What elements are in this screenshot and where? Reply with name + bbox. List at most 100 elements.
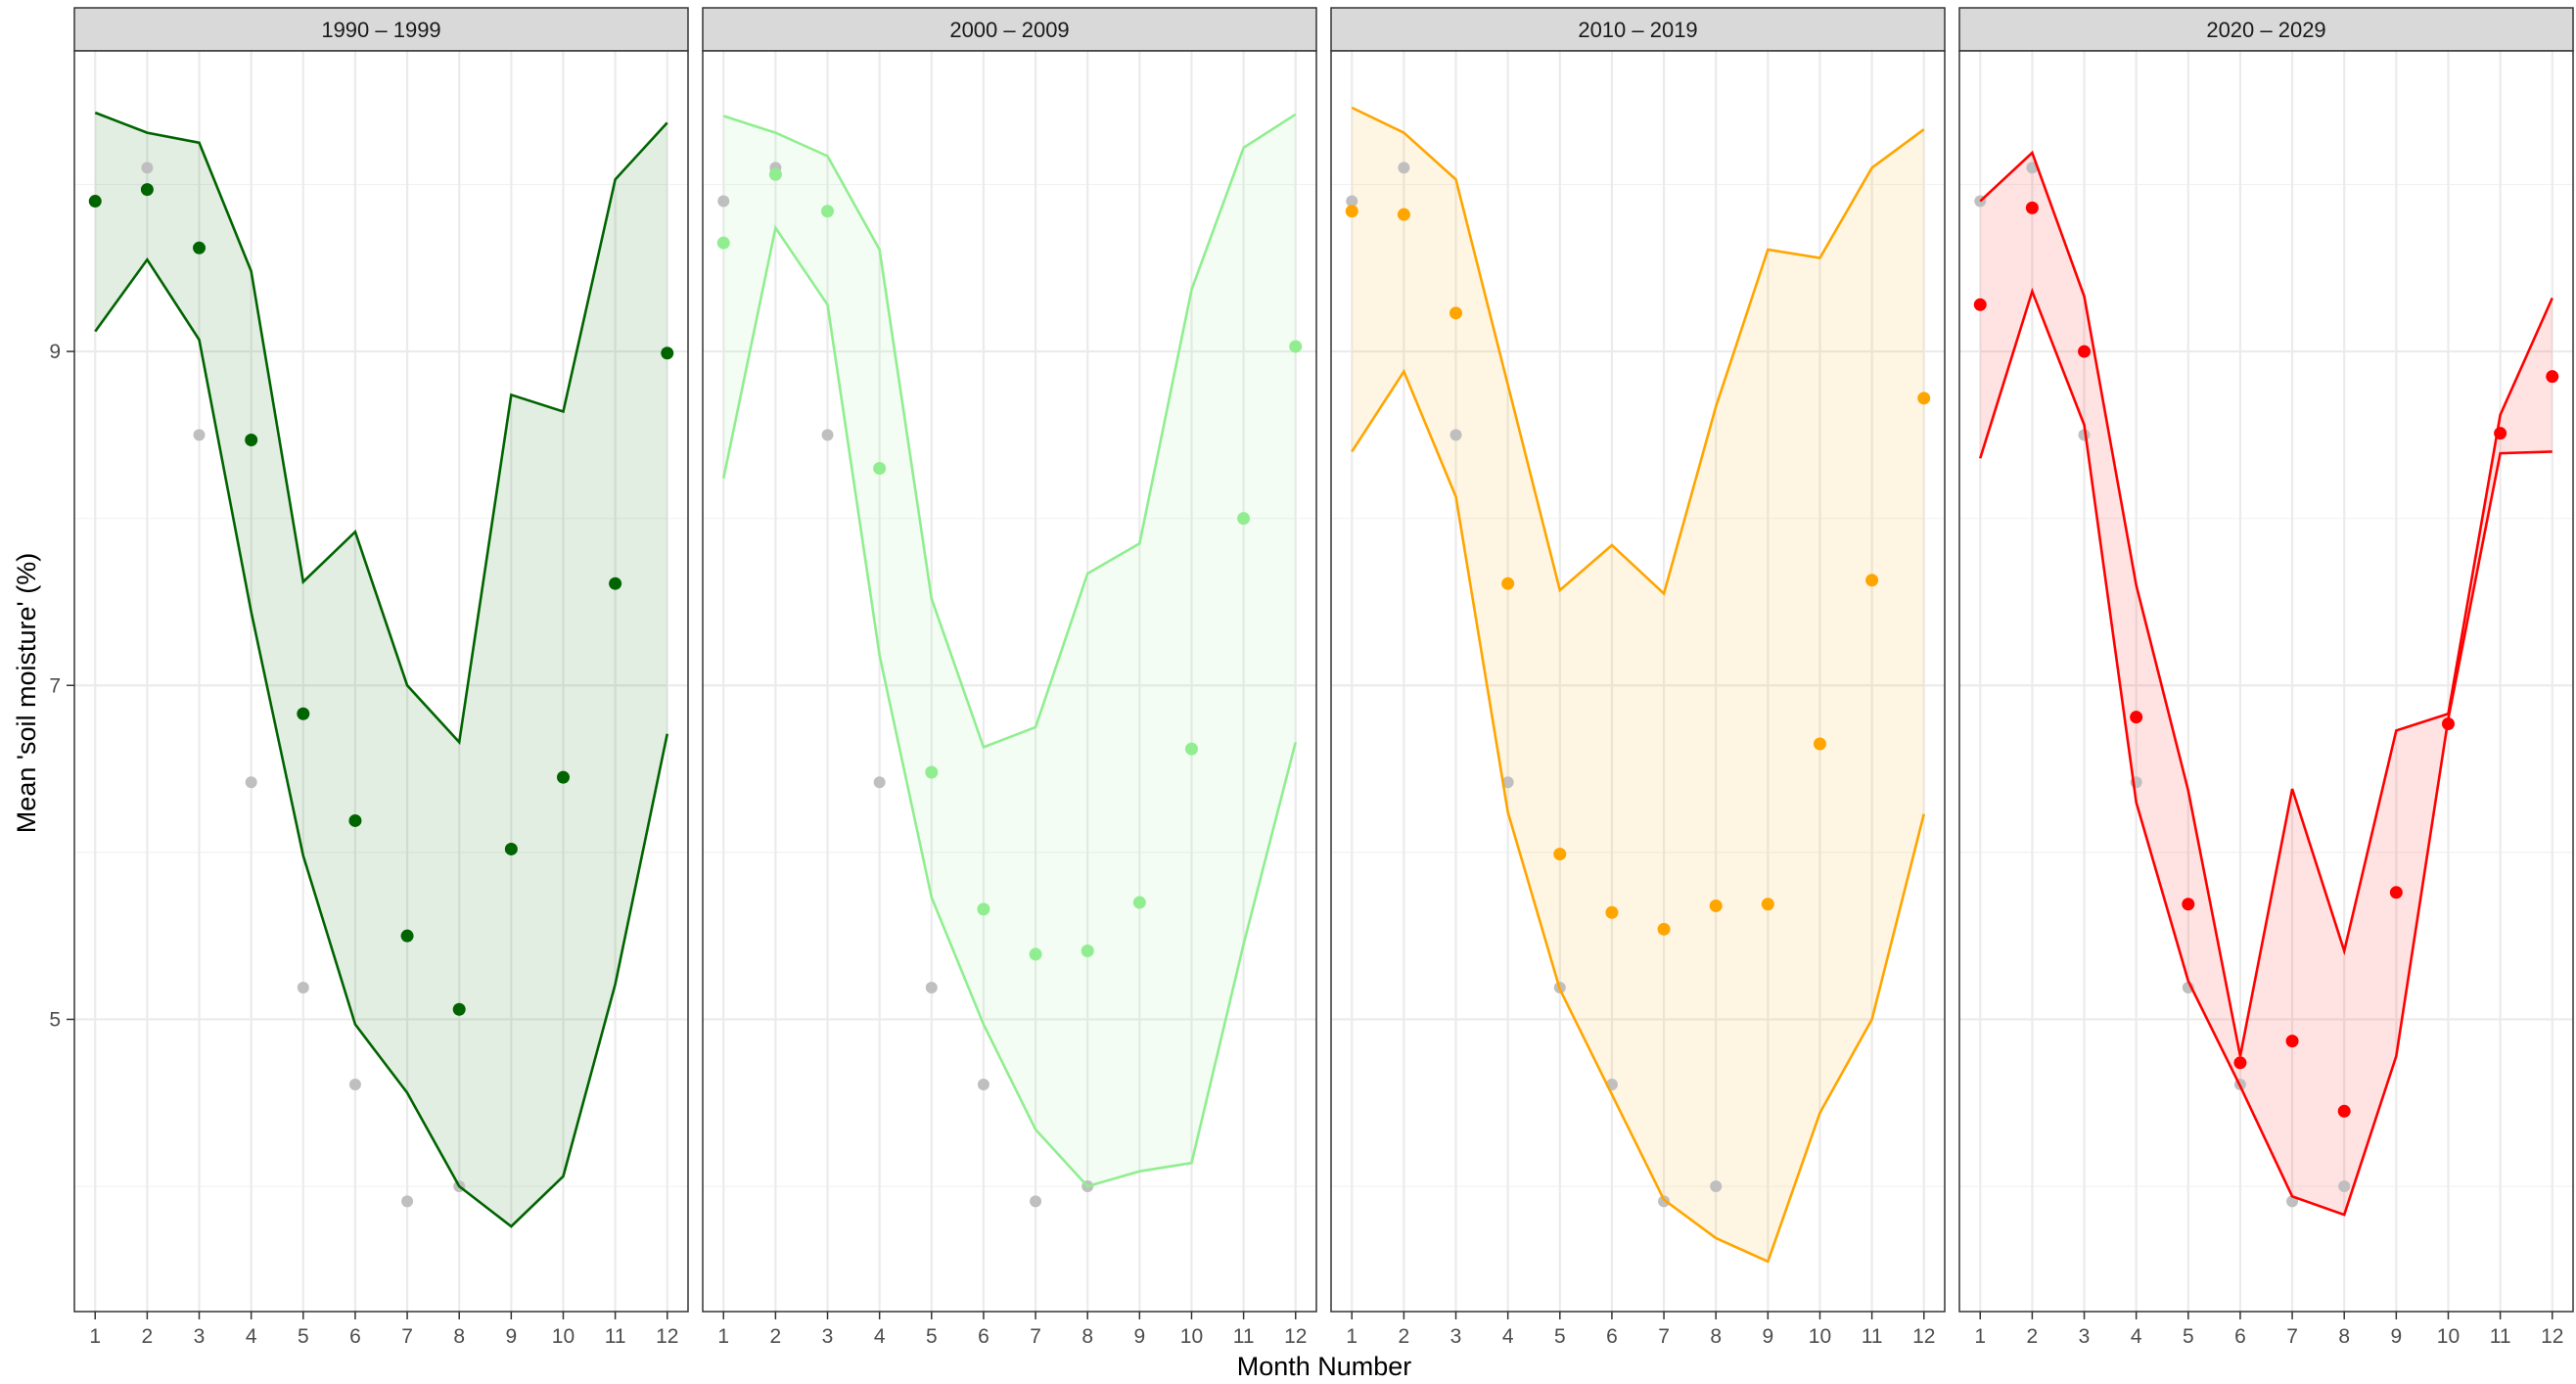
reference-point	[1030, 1195, 1042, 1208]
x-tick-label: 4	[246, 1325, 257, 1348]
x-tick-label: 9	[2390, 1325, 2402, 1348]
mean-point	[873, 461, 887, 475]
x-tick-label: 12	[1284, 1325, 1307, 1348]
mean-point	[140, 183, 154, 197]
x-tick-label: 10	[2437, 1325, 2460, 1348]
mean-point	[1132, 896, 1146, 909]
panel-background	[703, 51, 1316, 1312]
x-tick-label: 2	[142, 1325, 154, 1348]
confidence-band	[1980, 153, 2553, 1216]
x-tick-label: 6	[349, 1325, 361, 1348]
mean-point	[1289, 340, 1303, 353]
x-tick-label: 8	[1081, 1325, 1093, 1348]
reference-point	[925, 982, 938, 994]
x-tick-label: 8	[1710, 1325, 1722, 1348]
mean-point	[2494, 427, 2507, 440]
x-tick-label: 11	[605, 1325, 626, 1348]
x-tick-label: 3	[2079, 1325, 2091, 1348]
mean-point	[1397, 208, 1410, 221]
x-tick-label: 12	[2541, 1325, 2563, 1348]
x-tick-label: 8	[453, 1325, 465, 1348]
x-tick-label: 1	[89, 1325, 101, 1348]
mean-point	[1813, 737, 1826, 751]
x-tick-label: 11	[1233, 1325, 1255, 1348]
lower-bound-line	[94, 256, 669, 1228]
x-tick-label: 12	[656, 1325, 678, 1348]
mean-point	[1917, 392, 1931, 405]
panel-border	[702, 50, 1317, 1313]
mean-point	[1709, 899, 1723, 912]
mean-point	[925, 765, 939, 779]
mean-point	[1449, 306, 1463, 320]
mean-point	[1501, 577, 1515, 590]
panel-border	[1958, 50, 2574, 1313]
x-tick-label: 10	[1180, 1325, 1203, 1348]
reference-point	[1398, 161, 1410, 174]
upper-bound-line	[1351, 106, 1925, 596]
x-tick-label: 5	[298, 1325, 309, 1348]
x-tick-label: 1	[1346, 1325, 1357, 1348]
x-tick-label: 5	[2183, 1325, 2194, 1348]
panel-border	[1330, 50, 1946, 1313]
facet-strip-label: 2020 – 2029	[2206, 18, 2325, 42]
reference-point	[1449, 429, 1462, 441]
x-axis-title: Month Number	[1237, 1352, 1412, 1381]
x-tick-label: 10	[552, 1325, 575, 1348]
x-tick-label: 2	[2027, 1325, 2039, 1348]
x-tick-label: 6	[2234, 1325, 2246, 1348]
mean-point	[2025, 201, 2039, 214]
facet-strip-label: 2010 – 2019	[1578, 18, 1697, 42]
mean-point	[768, 167, 782, 181]
mean-point	[1345, 205, 1358, 218]
reference-point	[2026, 161, 2039, 174]
x-tick-label: 8	[2338, 1325, 2350, 1348]
x-tick-label: 2	[1399, 1325, 1410, 1348]
reference-point	[401, 1195, 414, 1208]
x-tick-label: 6	[978, 1325, 989, 1348]
facet-strip-label: 2000 – 2009	[949, 18, 1069, 42]
facet-strip-background	[1958, 7, 2574, 52]
x-tick-label: 7	[1030, 1325, 1041, 1348]
facet-strip-background	[702, 7, 1317, 52]
y-tick-label: 7	[49, 674, 61, 697]
mean-point	[2546, 370, 2559, 384]
mean-point	[2285, 1035, 2299, 1048]
reference-point	[1658, 1195, 1671, 1208]
x-tick-label: 9	[1133, 1325, 1145, 1348]
x-tick-label: 12	[1912, 1325, 1935, 1348]
x-tick-label: 11	[1862, 1325, 1883, 1348]
x-tick-label: 2	[770, 1325, 782, 1348]
upper-bound-line	[1979, 150, 2553, 1057]
x-tick-label: 4	[1502, 1325, 1514, 1348]
x-tick-label: 4	[2131, 1325, 2142, 1348]
panel-background	[1331, 51, 1945, 1312]
reference-point	[821, 429, 834, 441]
confidence-band	[95, 113, 667, 1226]
confidence-band	[723, 114, 1296, 1187]
x-tick-label: 1	[717, 1325, 729, 1348]
reference-point	[245, 776, 257, 789]
mean-point	[504, 842, 518, 855]
confidence-band	[1352, 108, 1924, 1262]
mean-point	[1237, 512, 1251, 526]
mean-point	[88, 195, 102, 208]
mean-point	[1605, 905, 1619, 919]
panel-background	[74, 51, 688, 1312]
upper-bound-line	[722, 113, 1297, 750]
x-tick-label: 1	[1974, 1325, 1986, 1348]
x-tick-label: 3	[194, 1325, 206, 1348]
reference-point	[297, 982, 309, 994]
y-tick-label: 5	[49, 1008, 61, 1031]
mean-point	[1761, 898, 1774, 911]
mean-point	[348, 813, 362, 827]
mean-point	[2389, 886, 2403, 900]
x-tick-label: 5	[1554, 1325, 1566, 1348]
mean-point	[297, 707, 310, 720]
mean-point	[977, 902, 990, 916]
mean-point	[1029, 947, 1042, 961]
mean-point	[1553, 848, 1567, 861]
x-tick-label: 7	[1658, 1325, 1670, 1348]
